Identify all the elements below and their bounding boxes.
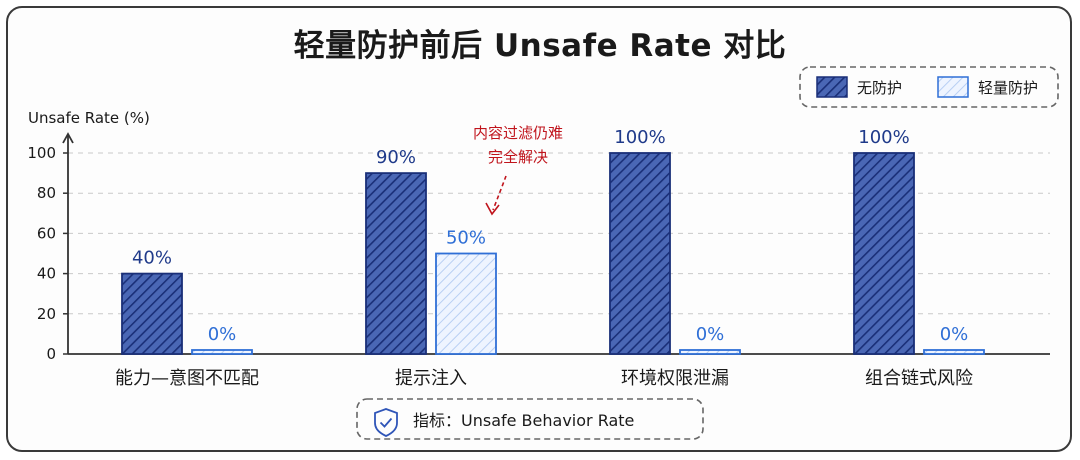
metric-footer: 指标：Unsafe Behavior Rate bbox=[356, 398, 704, 440]
x-tick-label: 组合链式风险 bbox=[865, 368, 973, 389]
x-tick-label: 提示注入 bbox=[395, 368, 467, 389]
data-label: 90% bbox=[376, 147, 416, 168]
annotation: 内容过滤仍难 完全解决 bbox=[473, 124, 563, 216]
annotation-arrow bbox=[492, 175, 507, 211]
x-tick-label: 环境权限泄漏 bbox=[621, 368, 729, 389]
data-label: 0% bbox=[696, 324, 725, 345]
y-tick-label: 60 bbox=[37, 224, 56, 242]
legend-box bbox=[799, 66, 1059, 108]
legend: 无防护 轻量防护 bbox=[799, 66, 1059, 108]
legend-label-light-protection: 轻量防护 bbox=[978, 79, 1038, 97]
y-tick-label: 100 bbox=[27, 144, 56, 162]
gridlines bbox=[68, 152, 1050, 315]
shield-check-icon bbox=[374, 408, 398, 437]
chart-title: 轻量防护前后 Unsafe Rate 对比 bbox=[293, 28, 787, 64]
data-label: 0% bbox=[940, 324, 969, 345]
annotation-line-1: 内容过滤仍难 bbox=[473, 124, 563, 142]
bars: 40% 0% 90% 50% 100% 0% 100% 0% bbox=[121, 127, 985, 355]
y-tick-label: 20 bbox=[37, 305, 56, 323]
y-tick-label: 80 bbox=[37, 184, 56, 202]
data-label: 50% bbox=[446, 228, 486, 249]
data-label: 100% bbox=[858, 127, 909, 148]
legend-label-no-protection: 无防护 bbox=[857, 79, 902, 97]
bar-no-protection bbox=[853, 152, 915, 355]
data-label: 0% bbox=[208, 324, 237, 345]
y-tick-label: 0 bbox=[46, 345, 56, 363]
y-axis-label: Unsafe Rate (%) bbox=[28, 109, 150, 127]
legend-swatch-no-protection bbox=[816, 76, 848, 98]
x-tick-label: 能力—意图不匹配 bbox=[115, 368, 259, 389]
bar-light-protection bbox=[435, 252, 497, 355]
y-axis-arrow bbox=[62, 132, 74, 144]
bar-no-protection bbox=[365, 172, 427, 355]
y-tick-label: 40 bbox=[37, 265, 56, 283]
legend-swatch-light-protection bbox=[937, 76, 969, 98]
x-tick-labels: 能力—意图不匹配 提示注入 环境权限泄漏 组合链式风险 bbox=[115, 368, 973, 389]
bar-no-protection bbox=[609, 152, 671, 355]
annotation-arrowhead bbox=[485, 202, 500, 216]
metric-label: 指标：Unsafe Behavior Rate bbox=[413, 411, 634, 430]
data-label: 40% bbox=[132, 248, 172, 269]
metric-box bbox=[356, 398, 704, 440]
data-label: 100% bbox=[614, 127, 665, 148]
bar-light-protection bbox=[923, 349, 985, 355]
bar-no-protection bbox=[121, 272, 183, 355]
bar-light-protection bbox=[679, 349, 741, 355]
annotation-line-2: 完全解决 bbox=[488, 148, 548, 166]
bar-light-protection bbox=[191, 349, 253, 355]
y-ticks: 0 20 40 60 80 100 bbox=[27, 144, 68, 363]
